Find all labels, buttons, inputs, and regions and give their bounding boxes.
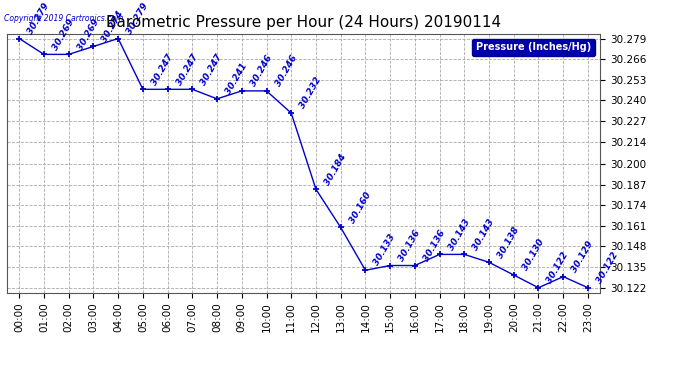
Text: 30.269: 30.269 — [51, 17, 76, 52]
Text: 30.279: 30.279 — [26, 1, 51, 36]
Text: 30.274: 30.274 — [100, 9, 126, 44]
Text: 30.122: 30.122 — [595, 251, 620, 285]
Text: 30.143: 30.143 — [446, 217, 472, 252]
Text: Copyright 2019 Cartronics.com: Copyright 2019 Cartronics.com — [4, 14, 124, 23]
Text: 30.136: 30.136 — [397, 228, 422, 263]
Text: 30.247: 30.247 — [150, 52, 175, 87]
Text: 30.232: 30.232 — [298, 76, 324, 110]
Text: 30.241: 30.241 — [224, 62, 249, 96]
Title: Barometric Pressure per Hour (24 Hours) 20190114: Barometric Pressure per Hour (24 Hours) … — [106, 15, 501, 30]
Text: 30.129: 30.129 — [570, 239, 595, 274]
Text: 30.247: 30.247 — [199, 52, 224, 87]
Text: 30.160: 30.160 — [348, 190, 373, 225]
Text: 30.138: 30.138 — [496, 225, 521, 260]
Text: 30.246: 30.246 — [248, 54, 274, 88]
Text: 30.279: 30.279 — [125, 1, 150, 36]
Text: 30.143: 30.143 — [471, 217, 496, 252]
Text: 30.130: 30.130 — [521, 238, 546, 272]
Text: 30.184: 30.184 — [323, 152, 348, 186]
Text: 30.246: 30.246 — [273, 54, 299, 88]
Text: 30.133: 30.133 — [373, 233, 397, 267]
Text: 30.247: 30.247 — [175, 52, 199, 87]
Text: 30.122: 30.122 — [545, 251, 571, 285]
Text: 30.269: 30.269 — [76, 17, 101, 52]
Text: 30.136: 30.136 — [422, 228, 447, 263]
Legend: Pressure (Inches/Hg): Pressure (Inches/Hg) — [473, 39, 595, 56]
